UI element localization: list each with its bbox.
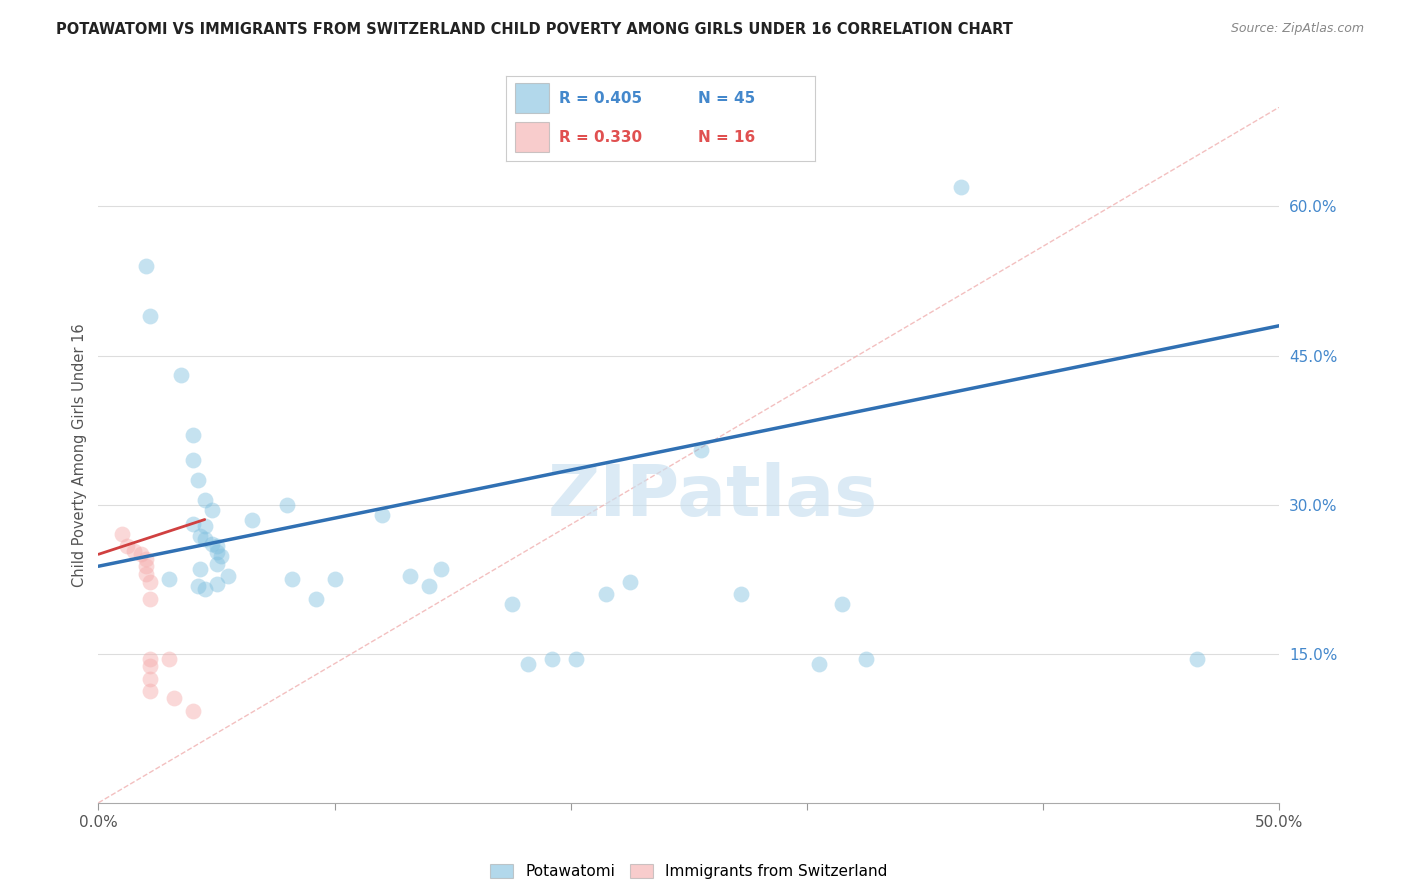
- Point: [205, 577, 228, 591]
- Point: [188, 529, 211, 543]
- Point: [163, 691, 186, 706]
- Point: [418, 579, 440, 593]
- Point: [1185, 651, 1208, 665]
- Point: [595, 587, 617, 601]
- Point: [730, 587, 752, 601]
- Point: [205, 540, 228, 554]
- Point: [430, 562, 453, 576]
- Point: [831, 597, 853, 611]
- Point: [305, 592, 328, 607]
- Point: [276, 498, 298, 512]
- Point: [139, 658, 162, 673]
- Point: [217, 569, 239, 583]
- Point: [135, 259, 157, 273]
- Point: [194, 582, 217, 596]
- Point: [170, 368, 193, 383]
- Point: [139, 592, 162, 607]
- Point: [281, 572, 304, 586]
- FancyBboxPatch shape: [516, 122, 550, 152]
- Point: [139, 651, 162, 665]
- Point: [135, 552, 157, 566]
- Point: [122, 544, 145, 558]
- Point: [194, 492, 217, 507]
- Point: [157, 651, 180, 665]
- Point: [135, 567, 157, 582]
- Point: [564, 651, 586, 665]
- Point: [201, 537, 224, 551]
- Point: [689, 442, 711, 457]
- Point: [181, 453, 204, 467]
- Point: [371, 508, 394, 522]
- Text: R = 0.405: R = 0.405: [558, 91, 643, 106]
- Y-axis label: Child Poverty Among Girls Under 16: Child Poverty Among Girls Under 16: [72, 323, 87, 587]
- Point: [139, 672, 162, 686]
- Point: [139, 575, 162, 590]
- Point: [855, 651, 877, 665]
- Point: [949, 179, 972, 194]
- Text: ZIPatlas: ZIPatlas: [547, 462, 877, 531]
- Legend: Potawatomi, Immigrants from Switzerland: Potawatomi, Immigrants from Switzerland: [484, 858, 894, 886]
- Point: [181, 517, 204, 532]
- Text: N = 45: N = 45: [697, 91, 755, 106]
- Text: R = 0.330: R = 0.330: [558, 129, 643, 145]
- Point: [807, 657, 830, 671]
- Point: [135, 559, 157, 574]
- Point: [187, 473, 209, 487]
- Text: Source: ZipAtlas.com: Source: ZipAtlas.com: [1230, 22, 1364, 36]
- Point: [194, 519, 217, 533]
- Point: [501, 597, 523, 611]
- Point: [181, 428, 204, 442]
- Point: [187, 579, 209, 593]
- Point: [129, 547, 152, 561]
- Text: N = 16: N = 16: [697, 129, 755, 145]
- Point: [139, 684, 162, 698]
- Point: [205, 545, 228, 559]
- Point: [194, 533, 217, 547]
- Point: [541, 651, 564, 665]
- Point: [323, 572, 346, 586]
- Point: [240, 512, 263, 526]
- Point: [139, 309, 162, 323]
- Text: POTAWATOMI VS IMMIGRANTS FROM SWITZERLAND CHILD POVERTY AMONG GIRLS UNDER 16 COR: POTAWATOMI VS IMMIGRANTS FROM SWITZERLAN…: [56, 22, 1014, 37]
- Point: [188, 562, 211, 576]
- FancyBboxPatch shape: [516, 84, 550, 113]
- Point: [205, 558, 228, 572]
- Point: [157, 572, 180, 586]
- Point: [111, 527, 134, 541]
- Point: [201, 502, 224, 516]
- Point: [209, 549, 232, 564]
- Point: [517, 657, 540, 671]
- Point: [115, 540, 138, 554]
- Point: [619, 575, 641, 590]
- Point: [399, 569, 422, 583]
- Point: [181, 704, 204, 718]
